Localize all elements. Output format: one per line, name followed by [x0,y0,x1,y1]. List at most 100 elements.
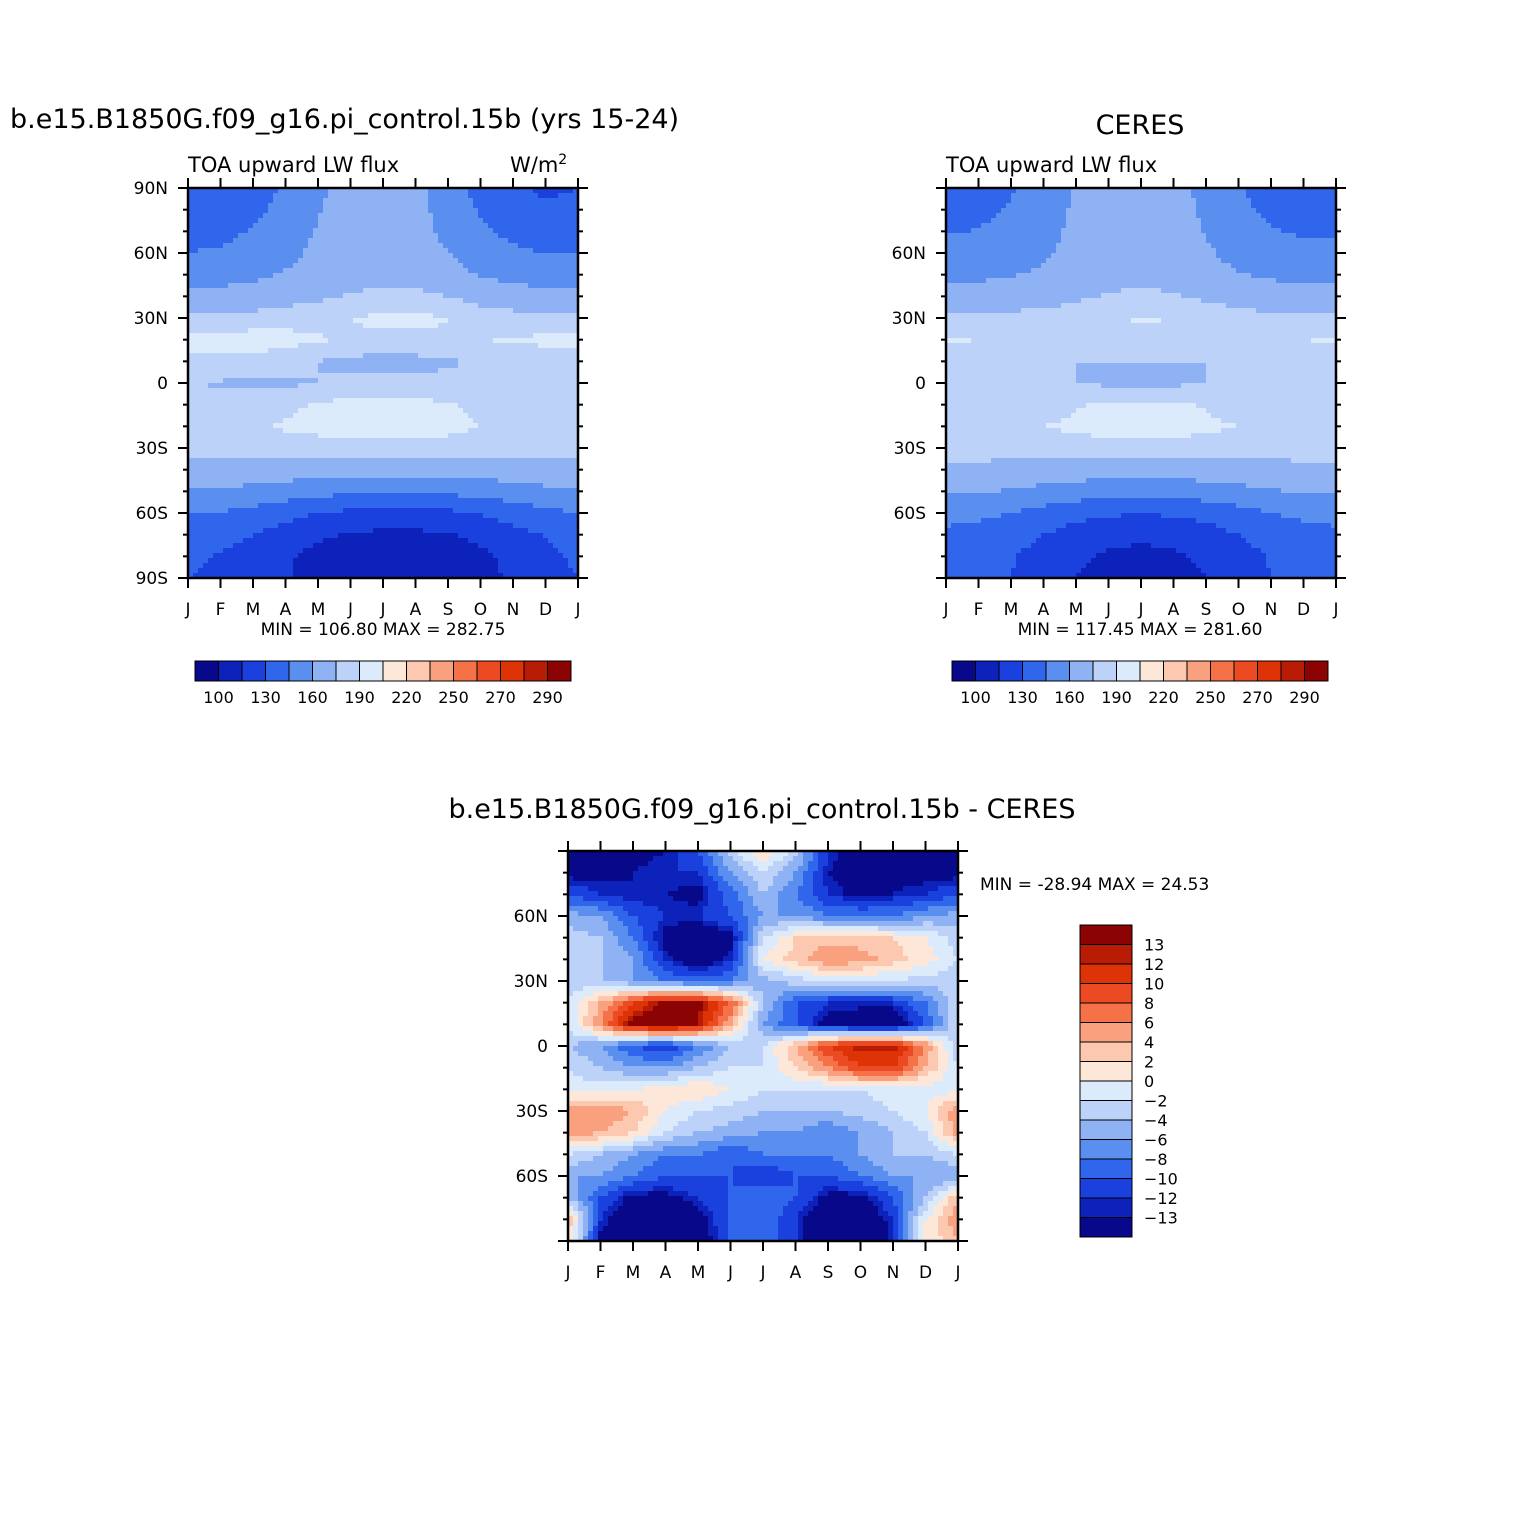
heatmap-cell [378,343,384,349]
heatmap-cell [493,423,499,429]
heatmap-cell [523,273,529,279]
heatmap-cell [508,488,514,494]
heatmap-cell [373,343,379,349]
heatmap-cell [338,338,344,344]
heatmap-cell [233,438,239,444]
heatmap-cell [558,318,564,324]
heatmap-cell [458,368,464,374]
heatmap-cell [448,363,454,369]
heatmap-cell [443,373,449,379]
heatmap-cell [198,288,204,294]
heatmap-cell [278,498,284,504]
heatmap-cell [233,428,239,434]
heatmap-cell [298,403,304,409]
heatmap-cell [228,218,234,224]
heatmap-cell [553,468,559,474]
heatmap-cell [353,448,359,454]
heatmap-cell [263,218,269,224]
heatmap-cell [453,423,459,429]
heatmap-cell [388,338,394,344]
heatmap-cell [248,188,254,194]
heatmap-cell [528,418,534,424]
heatmap-cell [223,233,229,239]
heatmap-cell [463,393,469,399]
heatmap-cell [358,358,364,364]
heatmap-cell [288,503,294,509]
heatmap-cell [298,208,304,214]
heatmap-cell [223,353,229,359]
heatmap-cell [388,318,394,324]
heatmap-cell [193,208,199,214]
heatmap-cell [273,273,279,279]
heatmap-cell [488,318,494,324]
heatmap-cell [218,288,224,294]
heatmap-cell [238,258,244,264]
heatmap-cell [313,338,319,344]
heatmap-cell [508,293,514,299]
heatmap-cell [548,348,554,354]
heatmap-cell [438,408,444,414]
heatmap-cell [368,268,374,274]
heatmap-cell [563,368,569,374]
heatmap-cell [283,243,289,249]
heatmap-cell [228,213,234,219]
heatmap-cell [343,203,349,209]
heatmap-cell [543,393,549,399]
heatmap-cell [298,193,304,199]
heatmap-cell [343,448,349,454]
heatmap-cell [448,378,454,384]
heatmap-cell [488,333,494,339]
heatmap-cell [493,248,499,254]
heatmap-cell [378,313,384,319]
heatmap-cell [378,238,384,244]
heatmap-cell [418,423,424,429]
heatmap-cell [328,298,334,304]
heatmap-cell [493,418,499,424]
heatmap-cell [258,368,264,374]
heatmap-cell [263,323,269,329]
heatmap-cell [298,373,304,379]
heatmap-cell [383,333,389,339]
heatmap-cell [248,243,254,249]
heatmap-cell [518,238,524,244]
heatmap-cell [483,283,489,289]
heatmap-cell [358,198,364,204]
heatmap-cell [563,443,569,449]
heatmap-cell [413,383,419,389]
heatmap-cell [323,188,329,194]
heatmap-cell [203,388,209,394]
heatmap-cell [243,358,249,364]
heatmap-cell [533,388,539,394]
heatmap-cell [328,273,334,279]
heatmap-cell [203,373,209,379]
heatmap-cell [303,203,309,209]
heatmap-cell [543,248,549,254]
heatmap-cell [243,428,249,434]
heatmap-cell [518,298,524,304]
heatmap-cell [233,368,239,374]
heatmap-cell [528,433,534,439]
heatmap-cell [423,318,429,324]
heatmap-cell [528,398,534,404]
heatmap-cell [448,258,454,264]
heatmap-cell [213,228,219,234]
heatmap-cell [553,428,559,434]
heatmap-cell [293,443,299,449]
heatmap-cell [533,463,539,469]
heatmap-cell [553,393,559,399]
heatmap-cell [313,468,319,474]
heatmap-cell [503,463,509,469]
heatmap-cell [393,248,399,254]
heatmap-cell [348,283,354,289]
heatmap-cell [463,388,469,394]
heatmap-cell [453,363,459,369]
heatmap-cell [353,463,359,469]
heatmap-cell [463,478,469,484]
heatmap-cell [428,253,434,259]
heatmap-cell [568,243,574,249]
heatmap-cell [503,318,509,324]
heatmap-cell [478,383,484,389]
heatmap-cell [303,493,309,499]
heatmap-cell [213,283,219,289]
heatmap-cell [403,188,409,194]
